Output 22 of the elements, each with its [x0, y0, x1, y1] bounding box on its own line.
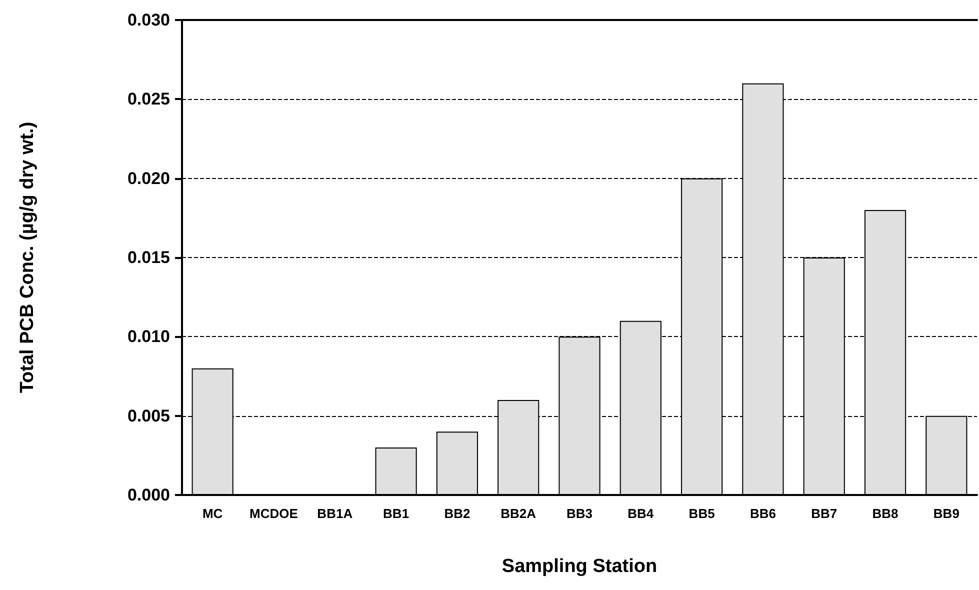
y-tick-label: 0.025	[127, 90, 170, 109]
x-tick-label: BB5	[688, 506, 715, 521]
x-tick-label: MC	[202, 506, 224, 521]
x-tick-label: BB7	[811, 506, 838, 521]
x-tick-label: BB6	[750, 506, 776, 521]
y-tick-label: 0.000	[127, 486, 170, 504]
y-tick-label: 0.010	[127, 327, 170, 346]
x-tick-label: BB1A	[317, 506, 354, 521]
y-tick-label: 0.015	[127, 248, 170, 267]
x-axis-title: Sampling Station	[502, 556, 658, 577]
x-tick-label: BB8	[872, 506, 898, 521]
x-tick-label: BB3	[566, 506, 593, 521]
x-tick-label: BB1	[383, 506, 410, 521]
y-tick-label: 0.020	[127, 168, 170, 188]
x-tick-label: BB2	[444, 506, 470, 521]
x-tick-label: BB2A	[500, 506, 537, 521]
x-tick-label: BB4	[628, 506, 654, 521]
y-axis-title: Total PCB Conc. (µg/g dry wt.)	[17, 122, 38, 394]
x-tick-label: MCDOE	[250, 506, 298, 521]
y-tick-label: 0.030	[127, 10, 170, 30]
y-tick-label: 0.005	[127, 406, 170, 426]
x-tick-label: BB9	[933, 506, 960, 521]
